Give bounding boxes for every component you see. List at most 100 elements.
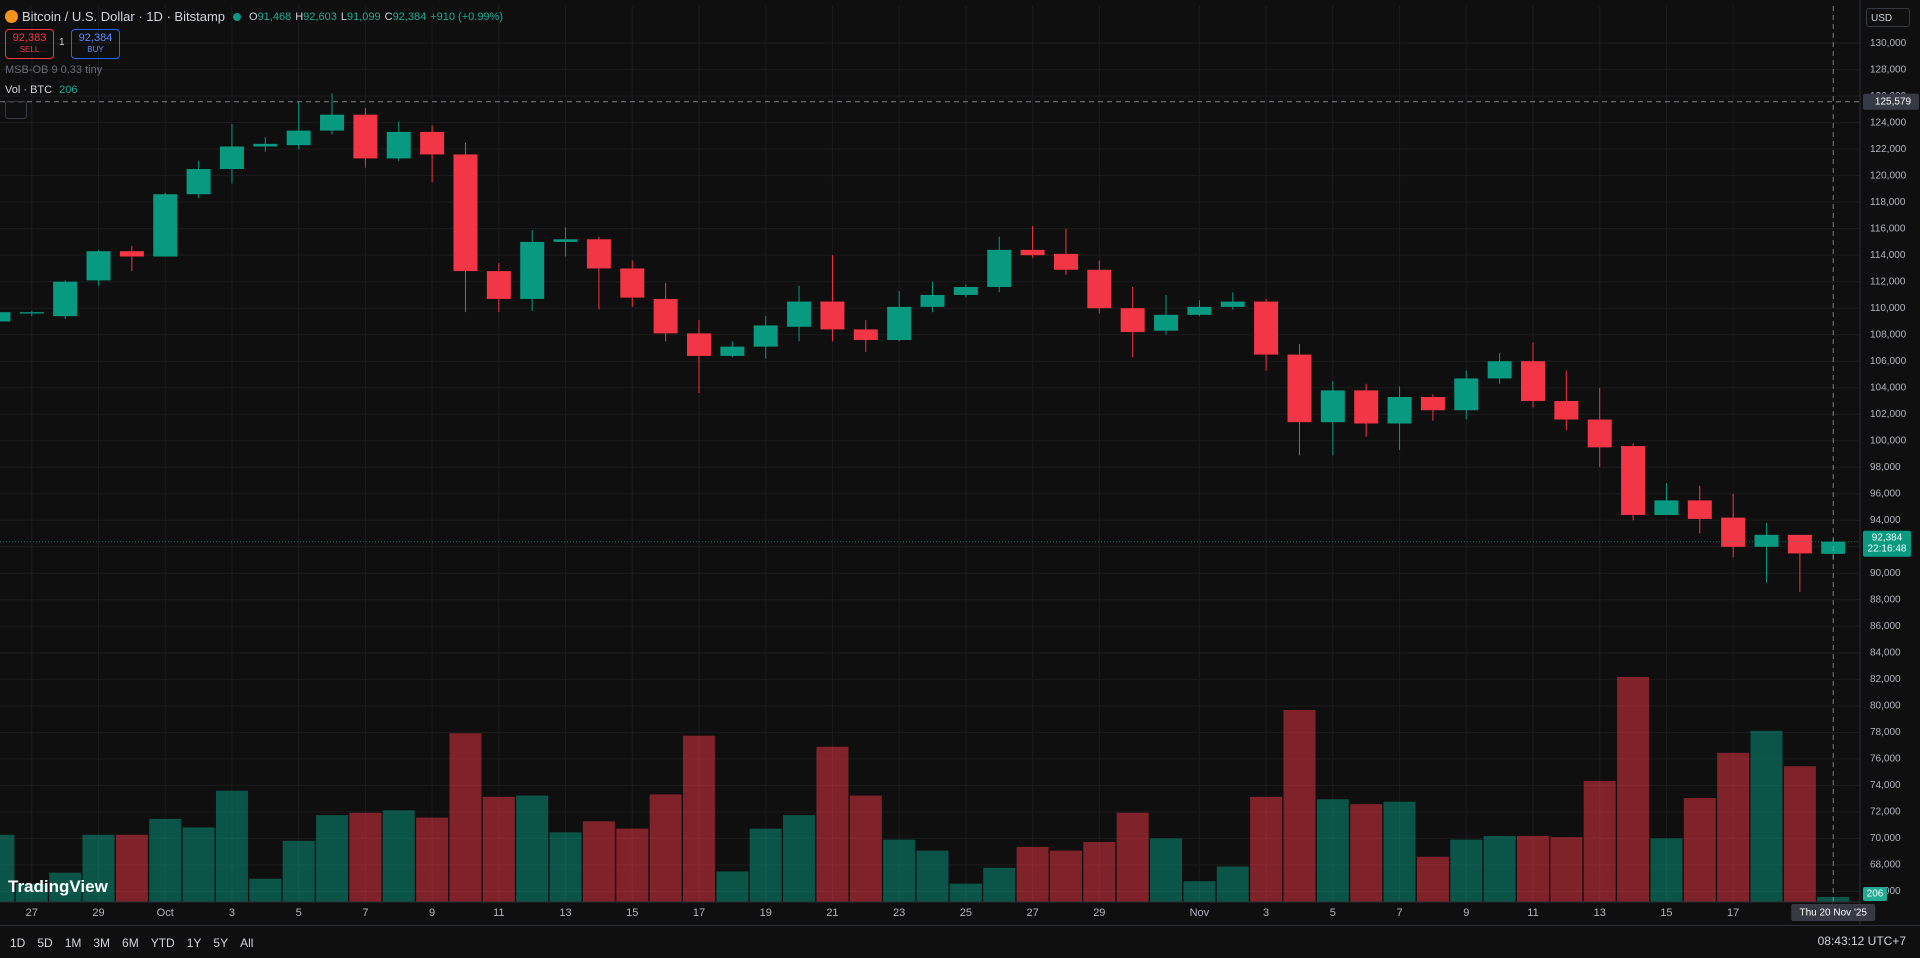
candle-body — [53, 281, 78, 317]
range-bar: 1D 5D 1M 3M 6M YTD 1Y 5Y All — [10, 934, 265, 952]
volume-bar — [849, 795, 882, 902]
volume-legend[interactable]: Vol · BTC 206 — [5, 84, 78, 96]
y-tick-label: 94,000 — [1870, 515, 1901, 526]
x-tick-label: 3 — [229, 907, 235, 919]
ohlc-value: 92,603 — [303, 11, 337, 23]
candle-body — [1454, 378, 1479, 411]
ohlc-key: L — [340, 11, 347, 23]
y-tick-label: 102,000 — [1870, 409, 1907, 420]
buy-label: BUY — [87, 45, 104, 54]
candle-body — [1320, 390, 1345, 423]
candle-body — [1287, 354, 1312, 423]
range-button[interactable]: 6M — [122, 936, 139, 950]
y-tick-label: 96,000 — [1870, 488, 1901, 499]
candle-body — [286, 130, 311, 146]
y-tick-label: 114,000 — [1870, 250, 1906, 261]
symbol-title[interactable]: Bitcoin / U.S. Dollar · 1D · Bitstamp — [22, 9, 225, 24]
volume-bar — [783, 815, 816, 902]
volume-bar — [1150, 838, 1183, 902]
candle-body — [1554, 400, 1579, 420]
range-button[interactable]: 1Y — [186, 936, 202, 950]
candle-body — [1020, 249, 1045, 256]
clock: 08:43:12 UTC+7 — [1817, 934, 1906, 948]
candle-body — [119, 251, 144, 257]
y-tick-label: 84,000 — [1870, 647, 1901, 658]
volume-bar — [1450, 839, 1483, 902]
x-tick-label: Oct — [157, 907, 174, 919]
volume-bar — [816, 746, 849, 902]
candle-body — [953, 286, 978, 295]
candle-body — [420, 131, 445, 155]
candle-body — [1120, 308, 1145, 333]
range-button[interactable]: 5Y — [213, 936, 229, 950]
candle-body — [1521, 361, 1545, 401]
volume-bar — [916, 850, 949, 902]
x-tick-label: 13 — [1594, 907, 1606, 919]
sell-button[interactable]: 92,383 SELL — [5, 29, 54, 59]
candle-body — [1254, 301, 1279, 355]
candle-body — [253, 143, 278, 147]
volume-bar — [482, 796, 515, 902]
ohlc-change: +910 (+0.99%) — [430, 11, 503, 23]
volume-bar — [115, 834, 148, 902]
candle-body — [1087, 269, 1112, 309]
y-tick-label: 78,000 — [1870, 727, 1901, 738]
volume-bar — [1683, 798, 1716, 902]
volume-bar — [182, 827, 215, 902]
volume-bar — [1617, 677, 1650, 902]
volume-bar — [316, 815, 349, 902]
y-tick-label: 106,000 — [1870, 356, 1907, 367]
volume-bar — [1183, 881, 1216, 902]
volume-bar — [1717, 752, 1750, 902]
range-button[interactable]: 5D — [37, 936, 53, 950]
x-tick-label: 25 — [960, 907, 972, 919]
y-tick-label: 122,000 — [1870, 144, 1907, 155]
volume-bar — [983, 867, 1016, 902]
quantity: 1 — [59, 37, 65, 48]
y-tick-label: 68,000 — [1870, 860, 1901, 871]
buy-button[interactable]: 92,384 BUY — [71, 29, 120, 59]
range-button[interactable]: 3M — [93, 936, 111, 950]
candle-body — [620, 268, 645, 298]
candle-body — [1220, 301, 1245, 307]
volume-value-box — [1863, 886, 1887, 901]
range-button[interactable]: 1M — [64, 936, 82, 950]
last-price-box — [1863, 530, 1911, 557]
candle-body — [1053, 253, 1078, 270]
indicator-legend[interactable]: MSB-OB 9 0.33 tiny — [5, 64, 103, 76]
currency-selector[interactable]: USD — [1866, 8, 1910, 27]
volume-bar — [582, 821, 615, 902]
sell-price: 92,383 — [12, 32, 47, 44]
range-button[interactable]: 1D — [10, 936, 26, 950]
candle-body — [1587, 419, 1612, 448]
market-status — [233, 13, 241, 21]
ohlc-key: C — [384, 11, 393, 23]
y-tick-label: 120,000 — [1870, 170, 1907, 181]
y-tick-label: 118,000 — [1870, 197, 1906, 208]
candle-body — [0, 312, 11, 322]
crosshair-price-box — [1863, 93, 1919, 110]
range-button[interactable]: YTD — [150, 936, 175, 950]
y-tick-label: 90,000 — [1870, 568, 1901, 579]
candle-body — [219, 146, 244, 170]
x-tick-label: 9 — [1463, 907, 1469, 919]
x-tick-label: 3 — [1263, 907, 1269, 919]
x-tick-label: 15 — [626, 907, 638, 919]
candle-body — [1687, 500, 1712, 519]
volume-bar — [1583, 780, 1616, 902]
x-tick-label: 11 — [1527, 907, 1538, 919]
candle-body — [19, 312, 44, 314]
candle-body — [1187, 306, 1212, 315]
range-button[interactable]: All — [240, 936, 254, 950]
ohlc-value: 91,099 — [346, 11, 381, 23]
volume-value-label: 206 — [1867, 889, 1884, 900]
volume-bar — [416, 817, 449, 902]
volume-bar — [1016, 846, 1049, 902]
x-tick-label: 11 — [493, 907, 504, 919]
volume-bar — [749, 828, 782, 902]
collapse-button[interactable] — [5, 101, 27, 119]
candle-body — [1420, 397, 1445, 411]
volume-bar — [1517, 835, 1549, 902]
volume-bar — [949, 883, 982, 902]
candle-body — [453, 154, 478, 272]
